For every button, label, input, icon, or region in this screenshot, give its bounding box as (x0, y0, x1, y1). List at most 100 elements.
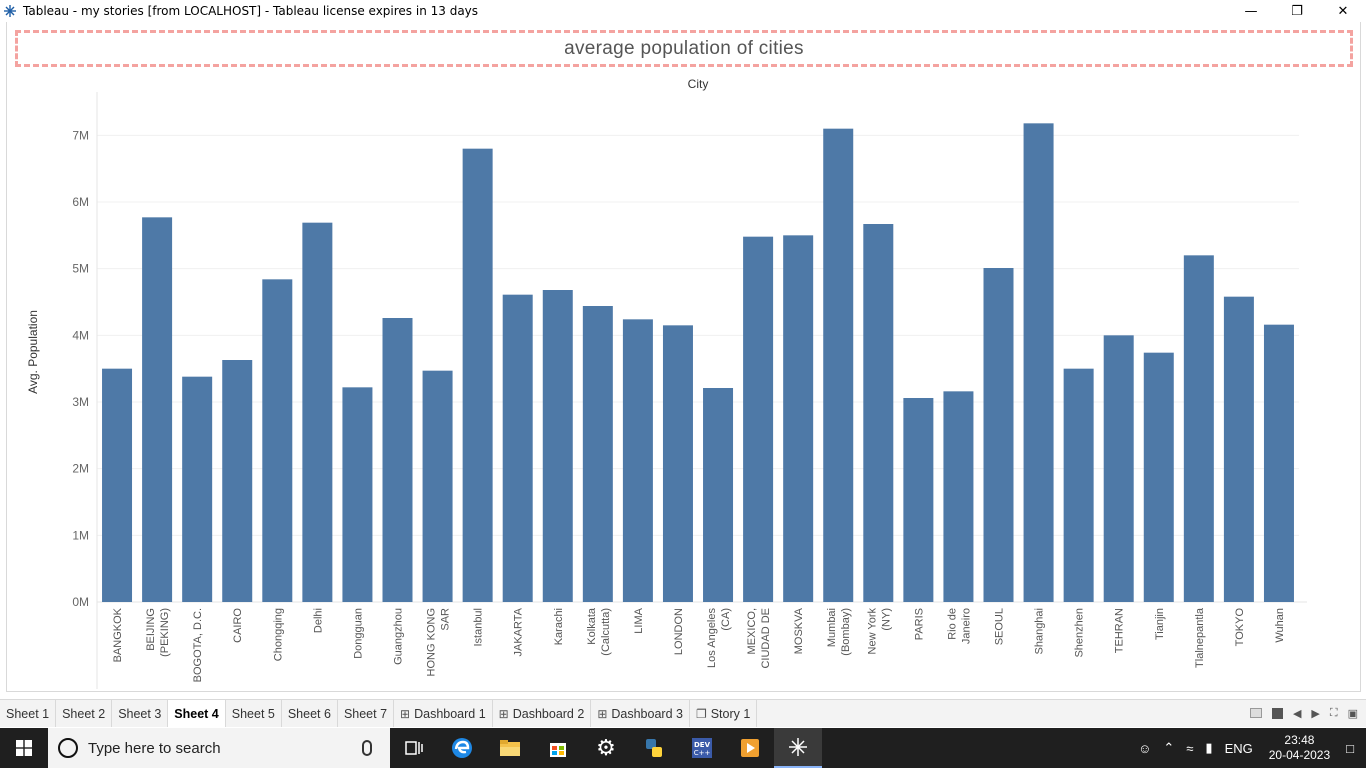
minimize-button[interactable]: — (1228, 0, 1274, 22)
file-explorer-button[interactable] (486, 728, 534, 768)
tab-scroll-right-icon[interactable]: ▶ (1311, 706, 1320, 720)
language-indicator[interactable]: ENG (1224, 740, 1253, 756)
show-filmstrip-icon[interactable] (1249, 708, 1262, 718)
bar[interactable] (1143, 352, 1174, 602)
tab-label: Sheet 2 (62, 706, 106, 721)
tab-sheet-1[interactable]: Sheet 1 (0, 700, 57, 727)
tab-dashboard-1[interactable]: ⊞ Dashboard 1 (394, 700, 493, 727)
bar[interactable] (743, 236, 774, 602)
bar[interactable] (102, 368, 133, 602)
bar[interactable] (823, 128, 854, 602)
start-button[interactable] (0, 728, 48, 768)
sheet-tab-bar: Sheet 1 Sheet 2 Sheet 3 Sheet 4 Sheet 5 Sheet… (0, 699, 1366, 727)
task-view-button[interactable] (390, 728, 438, 768)
bar[interactable] (943, 391, 974, 602)
x-tick-label: Janeiro (960, 608, 972, 644)
window-title: Tableau - my stories [from LOCALHOST] - … (23, 4, 479, 18)
python-icon (646, 739, 662, 757)
worksheet-view: average population of cities 0M 1M 2M 3M 4M 5… (6, 22, 1361, 692)
bar[interactable] (622, 319, 653, 602)
battery-icon[interactable]: ▮ (1205, 740, 1213, 755)
bar[interactable] (222, 360, 253, 602)
notifications-icon[interactable]: □ (1346, 740, 1354, 756)
tab-scroll-left-icon[interactable]: ◀ (1292, 706, 1302, 720)
x-tick-label: MOSKVA (793, 607, 805, 654)
fit-icon[interactable]: ▣ (1347, 706, 1358, 720)
tab-sheet-6[interactable]: Sheet 6 (282, 700, 338, 727)
bar[interactable] (983, 268, 1014, 602)
x-tick-label: PARIS (913, 608, 925, 640)
bar[interactable] (542, 290, 573, 602)
cortana-icon (58, 738, 78, 758)
tab-sheet-7[interactable]: Sheet 7 (338, 700, 395, 727)
x-tick-label: (PEKING) (159, 608, 171, 657)
bar[interactable] (1183, 255, 1214, 603)
tab-dashboard-3[interactable]: ⊞ Dashboard 3 (591, 700, 690, 727)
restore-button[interactable]: ❐ (1274, 0, 1320, 22)
tableau-taskbar-button[interactable] (774, 728, 822, 768)
clock[interactable]: 23:48 20-04-2023 (1269, 733, 1330, 763)
microphone-icon[interactable] (362, 740, 372, 756)
edge-button[interactable] (438, 728, 486, 768)
x-tick-label: TEHRAN (1114, 608, 1126, 653)
tab-story-1[interactable]: ❐ Story 1 (690, 700, 758, 727)
bar[interactable] (863, 224, 894, 602)
sheet-title-container[interactable]: average population of cities (15, 30, 1353, 67)
bar[interactable] (422, 370, 453, 602)
presentation-mode-icon[interactable]: ⛶ (1329, 706, 1338, 719)
tab-sheet-2[interactable]: Sheet 2 (56, 700, 113, 727)
tab-sheet-5[interactable]: Sheet 5 (226, 700, 282, 727)
x-tick-label: Dongguan (352, 608, 364, 659)
bar[interactable] (382, 318, 413, 602)
store-icon (550, 743, 566, 757)
bar[interactable] (662, 325, 693, 602)
x-tick-label: CAIRO (232, 608, 244, 643)
python-button[interactable] (630, 728, 678, 768)
store-button[interactable] (534, 728, 582, 768)
bar[interactable] (142, 217, 173, 603)
bar[interactable] (182, 376, 213, 602)
tableau-taskbar-icon (789, 738, 807, 756)
restore-icon: ❐ (1291, 3, 1303, 19)
bar[interactable] (1023, 123, 1054, 603)
bar[interactable] (302, 222, 333, 602)
bar[interactable] (582, 306, 613, 602)
system-tray: ☺ ⌃ ≈ ▮ ENG 23:48 20-04-2023 □ (1132, 728, 1366, 768)
bar[interactable] (1263, 324, 1294, 602)
x-tick-label: CIUDAD DE (760, 608, 772, 669)
bar[interactable] (1063, 368, 1094, 602)
taskbar-search-box[interactable]: Type here to search (48, 728, 390, 768)
bar[interactable] (1223, 296, 1254, 602)
x-tick-label: Los Angeles (706, 608, 718, 668)
bar[interactable] (703, 388, 734, 602)
bar[interactable] (1103, 335, 1134, 602)
tab-sheet-3[interactable]: Sheet 3 (112, 700, 169, 727)
bar[interactable] (262, 279, 293, 602)
tab-dashboard-2[interactable]: ⊞ Dashboard 2 (493, 700, 592, 727)
bar[interactable] (342, 387, 373, 602)
close-button[interactable]: ✕ (1320, 0, 1366, 22)
svg-text:C++: C++ (694, 749, 711, 757)
y-tick-label: 2M (72, 462, 89, 476)
bar[interactable] (903, 398, 934, 602)
dev-cpp-button[interactable]: DEV C++ (678, 728, 726, 768)
people-icon[interactable]: ☺ (1138, 740, 1152, 756)
tab-sheet-4[interactable]: Sheet 4 (168, 700, 226, 727)
tab-label: Dashboard 3 (611, 706, 683, 721)
x-tick-label: MEXICO, (746, 608, 758, 654)
windows-taskbar: Type here to search ⚙ DEV C++ ☺ ⌃ ≈ ▮ ENG… (0, 728, 1366, 768)
media-player-button[interactable] (726, 728, 774, 768)
tab-label: Sheet 6 (287, 706, 331, 721)
wifi-icon[interactable]: ≈ (1186, 740, 1194, 756)
bar[interactable] (502, 294, 533, 602)
x-tick-label: Shanghai (1034, 608, 1046, 655)
x-tick-label: Delhi (312, 608, 324, 633)
settings-button[interactable]: ⚙ (582, 728, 630, 768)
show-tabs-icon[interactable] (1271, 707, 1283, 719)
show-hidden-icons-icon[interactable]: ⌃ (1163, 740, 1175, 755)
x-tick-label: Karachi (553, 608, 565, 645)
tab-label: Story 1 (710, 706, 751, 721)
clock-date: 20-04-2023 (1268, 748, 1331, 762)
bar[interactable] (783, 235, 814, 603)
bar[interactable] (462, 148, 493, 602)
